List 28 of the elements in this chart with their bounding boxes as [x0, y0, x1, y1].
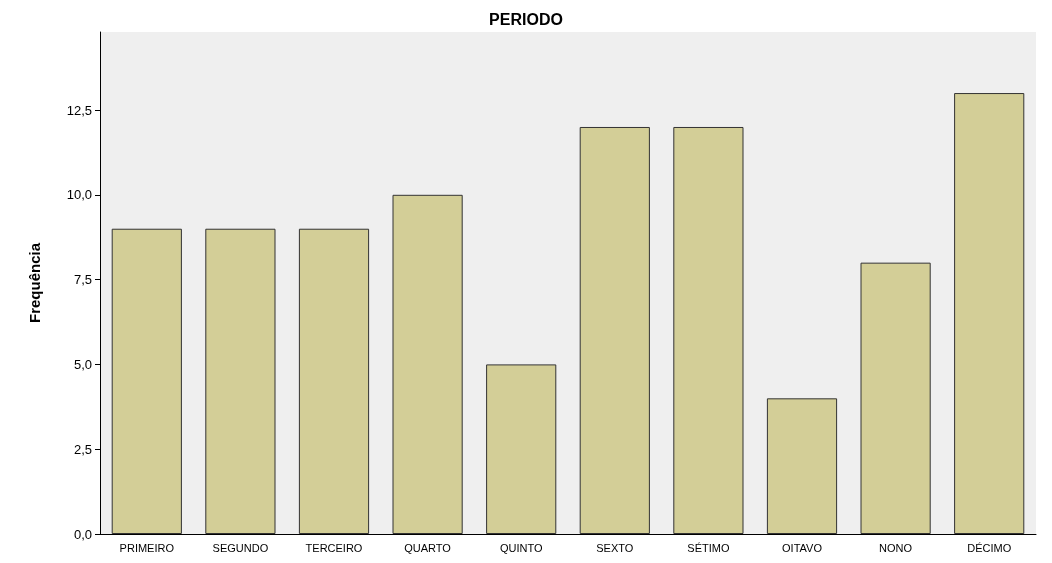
- y-tick-label: 12,5: [66, 102, 92, 118]
- bar: [860, 262, 931, 534]
- x-tick-label: NONO: [879, 541, 913, 554]
- bar: [673, 126, 744, 534]
- x-tick-label: QUINTO: [499, 541, 543, 554]
- y-tick-label: 2,5: [73, 441, 92, 457]
- bar: [392, 194, 463, 534]
- x-tick-label: SEGUNDO: [212, 541, 269, 554]
- y-tick-label: 7,5: [73, 272, 92, 288]
- x-tick-label: SÉTIMO: [687, 541, 730, 554]
- bar: [954, 93, 1025, 534]
- x-tick-label: QUARTO: [404, 541, 452, 554]
- x-tick-label: TERCEIRO: [305, 541, 363, 554]
- bar: [579, 126, 650, 534]
- y-axis-title: Frequência: [26, 242, 43, 324]
- bar: [766, 398, 838, 534]
- x-tick-label: DÉCIMO: [967, 541, 1012, 554]
- x-tick-label: SEXTO: [596, 541, 634, 554]
- bar: [486, 364, 557, 534]
- x-tick-label: OITAVO: [782, 541, 823, 554]
- bar: [298, 228, 370, 534]
- y-tick-label: 5,0: [73, 356, 92, 372]
- bar: [111, 228, 182, 534]
- y-tick-label: 0,0: [73, 526, 92, 542]
- x-tick-label: PRIMEIRO: [119, 541, 175, 554]
- y-tick-label: 10,0: [66, 187, 92, 203]
- chart-title: PERIODO: [489, 10, 563, 28]
- bar: [205, 228, 276, 534]
